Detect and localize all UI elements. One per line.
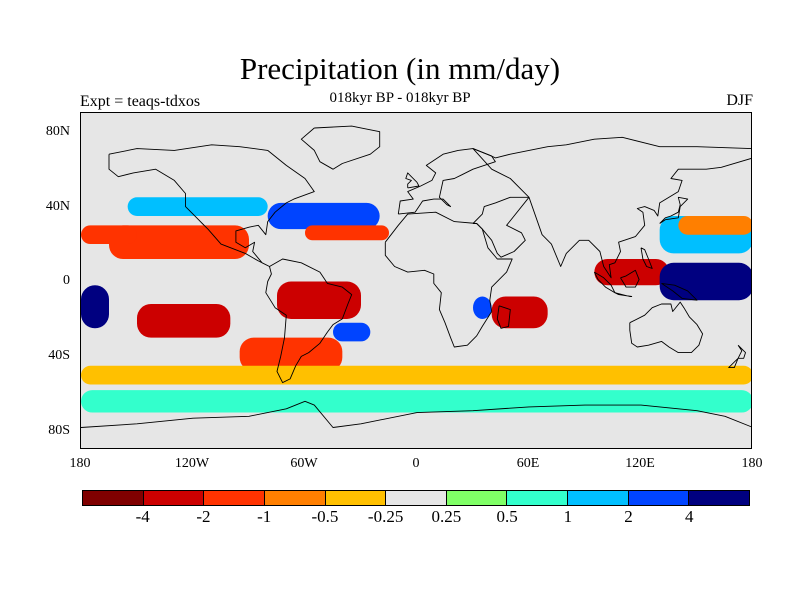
map-canvas bbox=[81, 125, 751, 428]
colorbar-swatch bbox=[83, 491, 144, 505]
lon-tick-label: 120E bbox=[625, 456, 655, 471]
coastline bbox=[472, 196, 530, 258]
coastline bbox=[397, 148, 496, 215]
coastline bbox=[728, 344, 746, 369]
colorbar-tick-label: -1 bbox=[257, 507, 272, 526]
coastline bbox=[496, 305, 511, 329]
precip-anomaly-region bbox=[659, 262, 751, 301]
precip-anomaly-region bbox=[109, 225, 249, 260]
coastline bbox=[620, 269, 640, 288]
colorbar-tick-label: -0.5 bbox=[311, 507, 339, 526]
coastline bbox=[405, 172, 420, 189]
colorbar-tick-label: 2 bbox=[624, 507, 633, 526]
precip-anomaly-region bbox=[127, 197, 268, 216]
colorbar-swatch bbox=[628, 491, 690, 505]
plot-subtitle: 018kyr BP - 018kyr BP bbox=[329, 90, 471, 106]
lat-tick-label: 40N bbox=[45, 199, 70, 214]
coastline bbox=[629, 301, 704, 354]
coastline bbox=[108, 144, 315, 267]
lon-tick-label: 180 bbox=[741, 456, 763, 471]
colorbar-tick-label: -0.25 bbox=[367, 507, 404, 526]
colorbar-tick-label: 1 bbox=[563, 507, 573, 526]
colorbar-swatch bbox=[143, 491, 205, 505]
colorbar-swatch bbox=[204, 491, 265, 505]
precip-anomaly-region bbox=[491, 296, 548, 329]
colorbar-swatch bbox=[689, 491, 750, 505]
experiment-label: Expt = teaqs-tdxos bbox=[80, 93, 201, 110]
colorbar-tick-label: -2 bbox=[196, 507, 211, 526]
lat-tick-label: 80S bbox=[48, 423, 70, 438]
coastline bbox=[81, 400, 751, 428]
precipitation-map bbox=[80, 112, 752, 449]
precip-anomaly-region bbox=[81, 285, 109, 329]
colorbar-tick-label: 0.5 bbox=[496, 507, 518, 526]
colorbar-swatch bbox=[568, 491, 629, 505]
precip-anomaly-region bbox=[277, 281, 361, 319]
colorbar-tick-label: 4 bbox=[685, 507, 694, 526]
coastline bbox=[300, 125, 381, 170]
lat-tick-label: 80N bbox=[45, 124, 70, 139]
colorbar-tick-label: -4 bbox=[135, 507, 150, 526]
precip-anomaly-region bbox=[678, 215, 751, 235]
precip-anomaly-region bbox=[81, 390, 751, 413]
season-label: DJF bbox=[726, 92, 753, 109]
precip-anomaly-region bbox=[473, 296, 492, 319]
coastline bbox=[659, 196, 689, 224]
lon-tick-label: 60W bbox=[290, 456, 318, 471]
precip-anomaly-region bbox=[305, 225, 389, 241]
colorbar-swatch bbox=[325, 491, 387, 505]
colorbar-swatch bbox=[264, 491, 326, 505]
coastline bbox=[661, 282, 698, 301]
lon-tick-label: 0 bbox=[412, 456, 420, 471]
colorbar-tick-label: 0.25 bbox=[431, 507, 462, 526]
precip-anomaly-region bbox=[81, 365, 751, 385]
precip-anomaly-region bbox=[137, 303, 231, 338]
coastline bbox=[472, 136, 751, 279]
colorbar bbox=[82, 490, 750, 506]
lat-tick-label: 0 bbox=[63, 273, 70, 288]
coastline bbox=[614, 292, 633, 297]
colorbar-swatch bbox=[386, 491, 447, 505]
lon-tick-label: 120W bbox=[174, 456, 210, 471]
precip-anomaly-region bbox=[333, 322, 371, 342]
lon-tick-label: 180 bbox=[69, 456, 91, 471]
coastline bbox=[640, 247, 653, 269]
coastline bbox=[265, 258, 353, 384]
precip-anomaly-region bbox=[81, 225, 137, 245]
precip-anomaly-region bbox=[267, 202, 380, 230]
colorbar-swatch bbox=[446, 491, 508, 505]
lat-tick-label: 40S bbox=[48, 348, 70, 363]
colorbar-swatch bbox=[507, 491, 569, 505]
coastline bbox=[384, 211, 513, 348]
lon-tick-label: 60E bbox=[516, 456, 540, 471]
plot-title: Precipitation (in mm/day) bbox=[239, 51, 561, 86]
